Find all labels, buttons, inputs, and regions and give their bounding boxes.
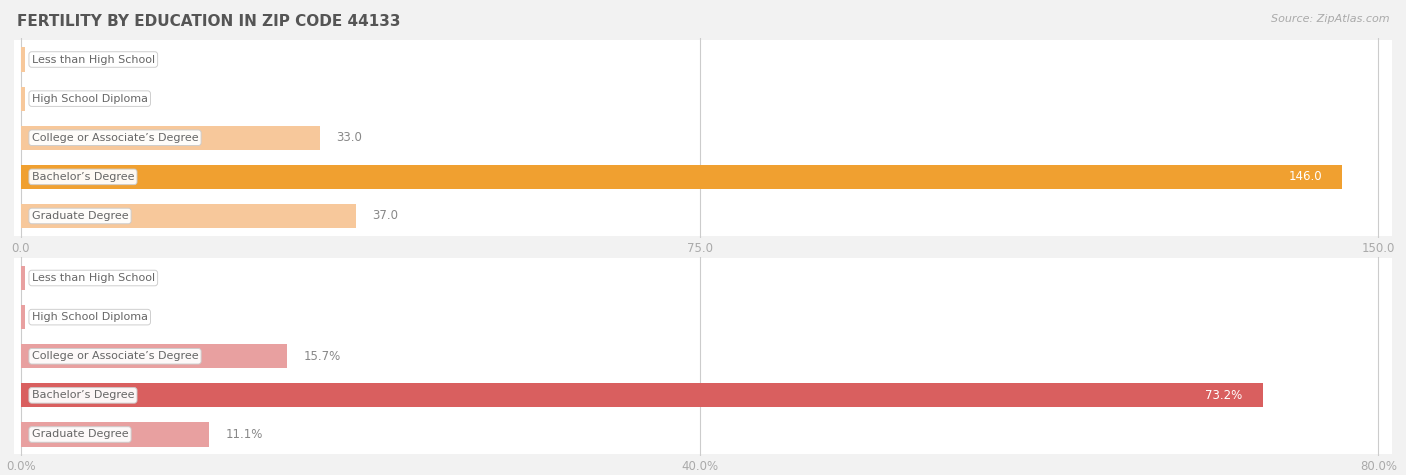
- Bar: [21, 86, 25, 111]
- Text: Graduate Degree: Graduate Degree: [32, 211, 128, 221]
- Text: 11.1%: 11.1%: [225, 428, 263, 441]
- Text: 73.2%: 73.2%: [1205, 389, 1243, 402]
- Bar: [7, 258, 1392, 297]
- Bar: [7, 40, 1392, 79]
- Bar: [21, 383, 1263, 408]
- Text: Bachelor’s Degree: Bachelor’s Degree: [32, 172, 134, 182]
- Bar: [21, 344, 287, 369]
- Text: 0.0%: 0.0%: [37, 311, 66, 323]
- Text: 33.0: 33.0: [336, 131, 361, 144]
- Bar: [7, 118, 1392, 157]
- Bar: [7, 337, 1392, 376]
- Text: Bachelor’s Degree: Bachelor’s Degree: [32, 390, 134, 400]
- Text: Less than High School: Less than High School: [32, 273, 155, 283]
- Text: Less than High School: Less than High School: [32, 55, 155, 65]
- Text: 0.0: 0.0: [37, 53, 56, 66]
- Bar: [7, 415, 1392, 454]
- Text: High School Diploma: High School Diploma: [32, 312, 148, 322]
- Bar: [21, 305, 25, 329]
- Bar: [21, 422, 209, 446]
- Bar: [21, 266, 25, 290]
- Text: FERTILITY BY EDUCATION IN ZIP CODE 44133: FERTILITY BY EDUCATION IN ZIP CODE 44133: [17, 14, 401, 29]
- Text: Graduate Degree: Graduate Degree: [32, 429, 128, 439]
- Text: College or Associate’s Degree: College or Associate’s Degree: [32, 351, 198, 361]
- Bar: [7, 157, 1392, 197]
- Text: Source: ZipAtlas.com: Source: ZipAtlas.com: [1271, 14, 1389, 24]
- Text: College or Associate’s Degree: College or Associate’s Degree: [32, 133, 198, 143]
- Bar: [7, 376, 1392, 415]
- Bar: [21, 125, 319, 150]
- Text: 37.0: 37.0: [373, 209, 398, 222]
- Bar: [21, 48, 25, 72]
- Text: 0.0: 0.0: [37, 92, 56, 105]
- Bar: [7, 297, 1392, 337]
- Text: 0.0%: 0.0%: [37, 272, 66, 285]
- Text: 146.0: 146.0: [1288, 171, 1322, 183]
- Text: 15.7%: 15.7%: [304, 350, 340, 363]
- Bar: [7, 197, 1392, 236]
- Bar: [21, 204, 356, 228]
- Bar: [7, 79, 1392, 118]
- Text: High School Diploma: High School Diploma: [32, 94, 148, 104]
- Bar: [21, 165, 1343, 189]
